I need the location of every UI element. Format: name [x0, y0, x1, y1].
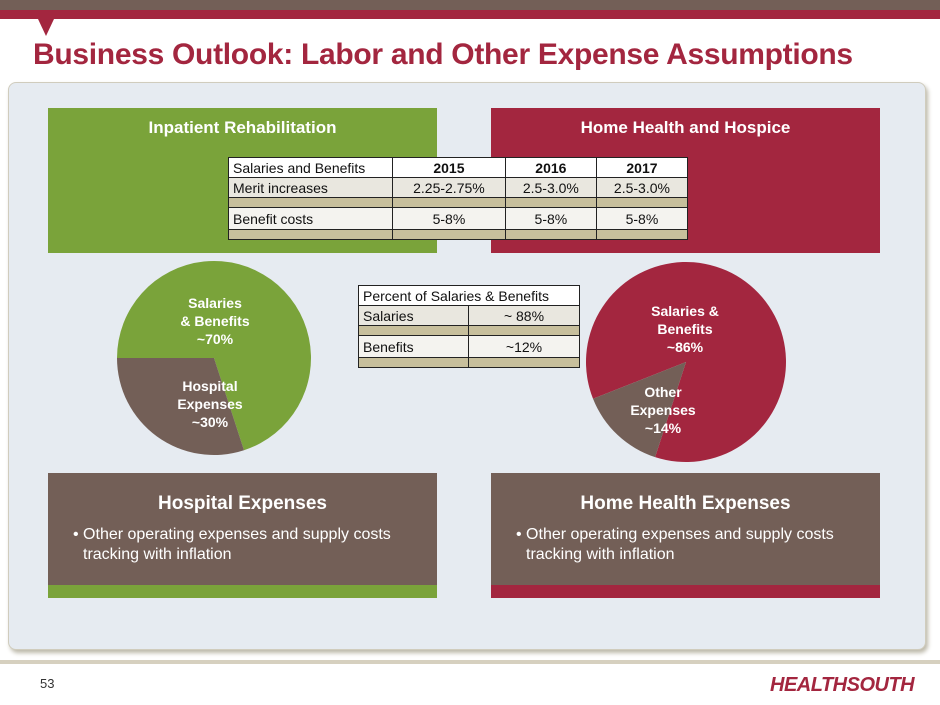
page-title: Business Outlook: Labor and Other Expens…	[33, 38, 853, 71]
table-header: 2016	[504, 157, 597, 178]
pie1-label-salaries: Salaries & Benefits ~70%	[180, 295, 250, 347]
healthsouth-logo: HEALTHSOUTH	[770, 674, 915, 696]
box-bullet: • Other operating expenses and supply co…	[73, 526, 391, 563]
pie1-slice-major	[117, 260, 311, 451]
table-cell: Benefit costs	[228, 207, 393, 230]
page-number: 53	[40, 676, 55, 691]
pointer-triangle-icon	[38, 19, 54, 36]
footer-divider	[0, 660, 940, 664]
table-cell: 5-8%	[504, 207, 597, 230]
box-title: Home Health Expenses	[580, 493, 791, 514]
table-cell: 2.5-3.0%	[595, 177, 689, 198]
table-row: Benefits ~12%	[358, 335, 580, 358]
table-cell: 5-8%	[392, 207, 506, 230]
percent-salaries-table: Percent of Salaries & Benefits Salaries ~…	[358, 285, 580, 368]
table-header: Percent of Salaries & Benefits	[358, 285, 580, 306]
pie1-label-hospital: Hospital Expenses ~30%	[177, 378, 243, 430]
table-header: 2015	[392, 157, 506, 178]
hospital-expenses-box: Hospital Expenses • Other operating expe…	[48, 473, 437, 598]
box-title: Hospital Expenses	[158, 493, 327, 514]
table-header: 2017	[595, 157, 689, 178]
home-health-expenses-box: Home Health Expenses • Other operating e…	[491, 473, 880, 598]
table-cell: 2.5-3.0%	[504, 177, 597, 198]
box-bullet: • Other operating expenses and supply co…	[516, 526, 834, 563]
table-cell: Salaries	[358, 305, 469, 326]
pie2-label-salaries: Salaries & Benefits ~86%	[651, 303, 719, 355]
pie1-slice-minor	[117, 358, 244, 455]
pie2-label-other: Other Expenses ~14%	[630, 384, 696, 436]
header-accent-bar	[0, 10, 940, 19]
table-cell: Benefits	[358, 335, 469, 358]
table-row: Benefit costs 5-8% 5-8% 5-8%	[228, 207, 689, 230]
salaries-benefits-table: Salaries and Benefits 2015 2016 2017 Merit …	[228, 157, 689, 240]
table-cell: ~ 88%	[468, 305, 580, 326]
header-bar	[0, 0, 940, 10]
table-row: Salaries ~ 88%	[358, 305, 580, 326]
table-cell: 2.25-2.75%	[392, 177, 506, 198]
table-cell: ~12%	[468, 335, 580, 358]
pie2-slice-minor	[593, 362, 686, 458]
